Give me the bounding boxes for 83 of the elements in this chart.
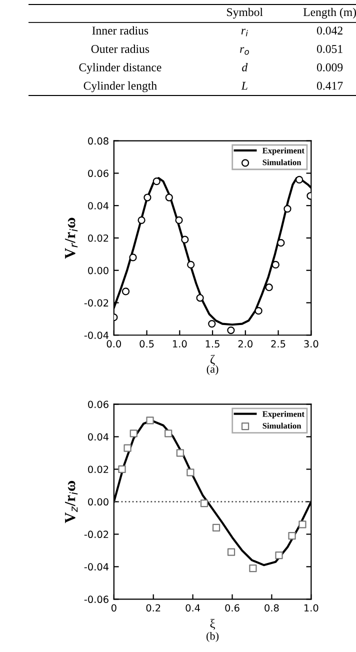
x-tick-label: 0.5 xyxy=(140,340,154,348)
point xyxy=(165,194,173,202)
text: d xyxy=(242,63,248,72)
category-label: Cylinder distance xyxy=(79,63,162,74)
y-tick-label: 0.00 xyxy=(88,498,108,506)
text: r$_{i}$ xyxy=(241,28,248,36)
text: 0.417 xyxy=(316,82,343,90)
x-tick-label: 1.0 xyxy=(304,604,318,612)
point xyxy=(144,194,152,202)
point xyxy=(288,532,296,540)
category-label: Cylinder length xyxy=(84,81,157,92)
point xyxy=(186,468,194,476)
point xyxy=(164,430,172,438)
x-tick-label: 2.0 xyxy=(238,340,252,348)
point xyxy=(254,307,262,315)
point xyxy=(227,326,235,334)
x-tick-label: 0 xyxy=(111,604,116,612)
category-label: Symbol xyxy=(227,8,263,19)
point xyxy=(212,524,220,532)
point xyxy=(130,430,138,438)
y-tick-label: 0.08 xyxy=(88,137,108,145)
point xyxy=(146,416,154,424)
y-tick-label: -0.02 xyxy=(84,299,108,307)
category-label: Inner radius xyxy=(92,26,148,35)
point xyxy=(124,444,132,452)
point xyxy=(296,176,304,184)
point xyxy=(138,216,146,224)
x-tick-label: 0.0 xyxy=(106,340,122,348)
point xyxy=(187,260,195,269)
text: L xyxy=(241,82,248,90)
x-tick-label: 0.6 xyxy=(225,604,240,612)
text: 0.042 xyxy=(316,26,342,35)
text: (a) xyxy=(206,364,218,376)
x-tick-label: 0.4 xyxy=(186,604,200,612)
point xyxy=(265,284,273,292)
point xyxy=(152,177,160,186)
x-tick-label: 0.2 xyxy=(146,604,160,612)
point xyxy=(196,294,204,302)
y-tick-label: -0.06 xyxy=(84,596,108,604)
x-tick-label: 1.0 xyxy=(173,340,187,348)
x-axis-title: ζ xyxy=(210,354,215,366)
text: r$_{o}$ xyxy=(240,47,249,55)
y-tick-label: -0.04 xyxy=(84,332,109,339)
category-label: Length (m) xyxy=(303,8,356,19)
text: 0.051 xyxy=(316,44,342,54)
y-axis-title: V$_{r}$/r$_{i}$ω xyxy=(65,218,78,259)
point xyxy=(122,288,130,296)
point xyxy=(129,254,137,262)
legend-label: Experiment xyxy=(262,410,304,419)
y-tick-label: -0.02 xyxy=(84,530,108,538)
point xyxy=(284,205,292,213)
x-tick-label: 1.5 xyxy=(206,340,220,348)
y-axis-title: V$_{z}$/r$_{i}$ω xyxy=(65,480,78,524)
point xyxy=(208,320,216,328)
y-tick-label: 0.04 xyxy=(88,433,109,441)
point xyxy=(176,449,184,457)
y-tick-label: 0.02 xyxy=(88,466,108,474)
y-tick-label: 0.06 xyxy=(88,170,108,178)
point xyxy=(249,564,257,572)
point xyxy=(275,552,283,560)
legend-label: Simulation xyxy=(262,159,302,166)
y-tick-label: 0.00 xyxy=(88,266,108,274)
text: (b) xyxy=(206,632,219,642)
text: 0.009 xyxy=(316,63,343,72)
y-tick-label: 0.06 xyxy=(88,400,108,408)
y-tick-label: -0.04 xyxy=(84,563,109,571)
point xyxy=(175,216,183,224)
y-tick-label: 0.04 xyxy=(88,202,109,210)
point xyxy=(118,465,126,474)
point xyxy=(277,239,285,247)
legend-label: Experiment xyxy=(262,148,304,156)
x-tick-label: 3.0 xyxy=(304,340,318,348)
point xyxy=(227,548,236,556)
x-tick-label: 0.8 xyxy=(264,604,279,612)
point xyxy=(272,260,280,269)
point xyxy=(298,520,306,528)
y-tick-label: 0.02 xyxy=(88,234,108,242)
x-axis-title: ξ xyxy=(210,618,216,630)
legend-label: Simulation xyxy=(262,422,302,429)
point xyxy=(200,500,208,508)
x-tick-label: 2.5 xyxy=(271,340,286,348)
point xyxy=(181,236,189,244)
category-label: Outer radius xyxy=(91,44,150,53)
